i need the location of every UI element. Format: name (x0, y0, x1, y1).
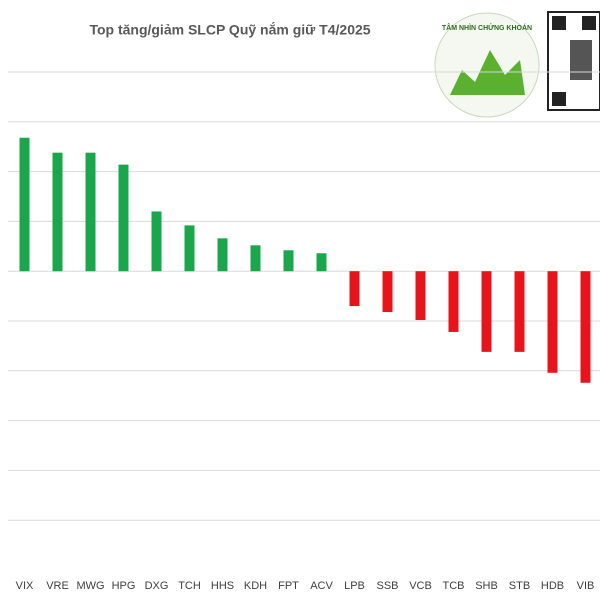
x-tick-label: DXG (145, 580, 169, 592)
qr-block (582, 16, 596, 30)
bar (85, 152, 96, 272)
x-tick-label: MWG (76, 580, 104, 592)
bar (217, 238, 228, 272)
qr-code (547, 11, 600, 111)
x-tick-label: TCH (178, 580, 201, 592)
bar (283, 250, 294, 272)
bar (514, 271, 525, 352)
x-tick-label: FPT (278, 580, 299, 592)
x-tick-label: HHS (211, 580, 234, 592)
x-tick-label: VRE (46, 580, 69, 592)
x-tick-label: SSB (376, 580, 398, 592)
chart-title: Top tăng/giảm SLCP Quỹ nắm giữ T4/2025 (89, 21, 370, 38)
x-tick-label: LPB (344, 580, 365, 592)
bar (448, 271, 459, 332)
qr-block (552, 92, 566, 106)
qr-block (570, 40, 592, 80)
bar (316, 253, 327, 272)
bar (481, 271, 492, 352)
x-tick-label: VIX (16, 580, 34, 592)
x-tick-label: KDH (244, 580, 267, 592)
x-tick-label: VIB (577, 580, 595, 592)
bar (580, 271, 591, 383)
qr-block (552, 16, 566, 30)
bar (118, 164, 129, 272)
bar (19, 137, 30, 272)
x-tick-label: TCB (443, 580, 465, 592)
bar (250, 245, 261, 272)
bar (52, 152, 63, 272)
bar (151, 211, 162, 272)
logo-text: TÂM NHÌN CHỨNG KHOÁN (442, 23, 532, 32)
bar (415, 271, 426, 321)
x-tick-label: ACV (310, 580, 333, 592)
x-tick-label: HDB (541, 580, 564, 592)
bar (184, 225, 195, 272)
x-tick-label: STB (509, 580, 530, 592)
x-tick-label: HPG (112, 580, 136, 592)
x-tick-label: SHB (475, 580, 498, 592)
logo: TÂM NHÌN CHỨNG KHOÁN (434, 12, 540, 118)
x-tick-label: VCB (409, 580, 432, 592)
bar (382, 271, 393, 313)
bar (349, 271, 360, 307)
bar (547, 271, 558, 373)
